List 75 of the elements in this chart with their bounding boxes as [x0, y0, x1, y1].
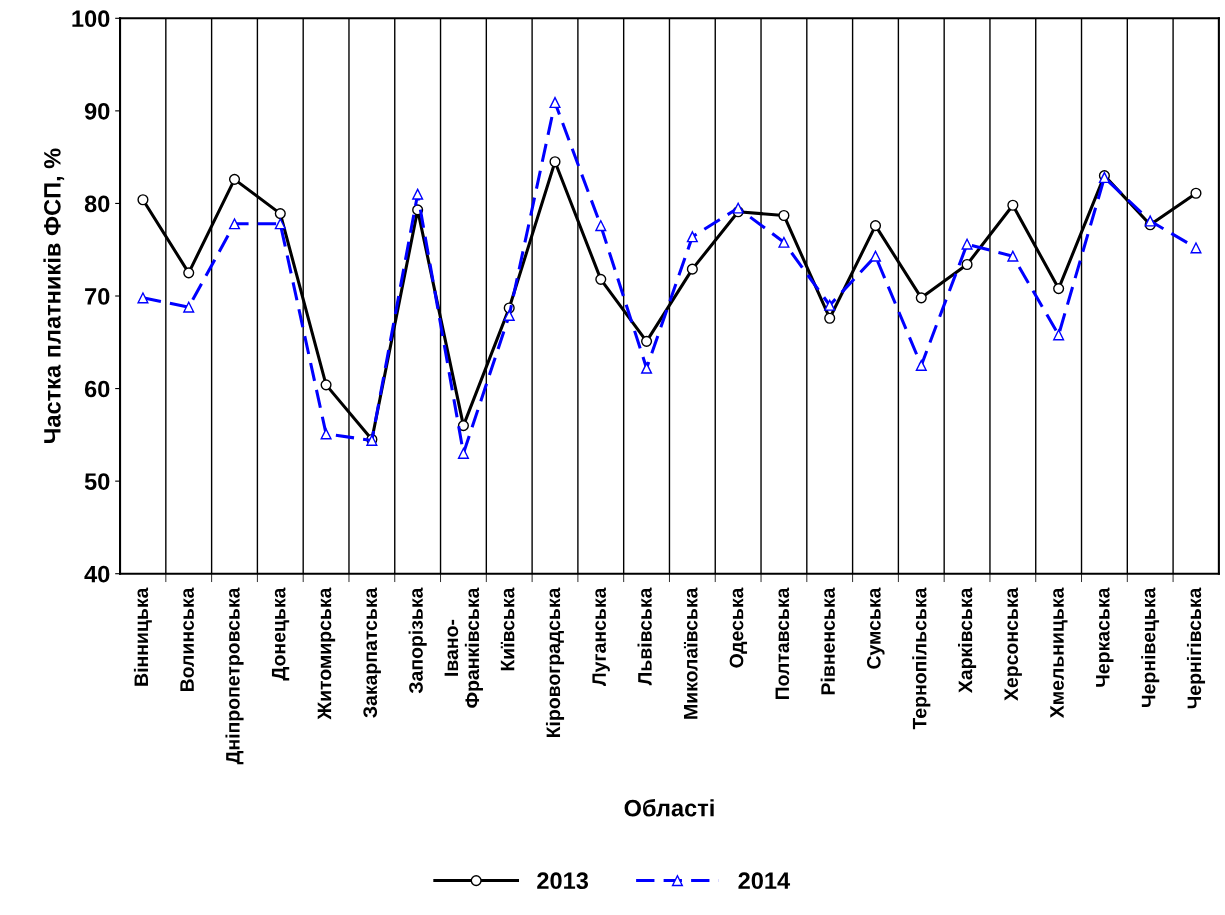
x-tick-label: Миколаївська [683, 587, 698, 719]
point [824, 299, 836, 311]
point [961, 258, 973, 271]
point [595, 273, 607, 285]
point [686, 263, 698, 275]
legend-label: 2014 [738, 872, 791, 890]
point [915, 292, 927, 304]
point [137, 194, 149, 206]
x-tick-label: Київська [500, 587, 515, 671]
point [869, 220, 882, 232]
point [1144, 215, 1156, 227]
point [137, 292, 149, 304]
point [274, 218, 286, 230]
point [1053, 283, 1065, 295]
point [778, 209, 790, 222]
point [549, 156, 561, 168]
point [457, 420, 469, 432]
y-tick-label: 100 [72, 10, 110, 28]
y-tick-label: 90 [84, 102, 110, 120]
point [412, 188, 424, 200]
x-tick-label: Кіровоградська [545, 587, 565, 738]
point [457, 447, 469, 459]
legend-label: 2013 [537, 872, 589, 890]
point [1053, 329, 1065, 341]
point [320, 428, 332, 440]
x-tick-label: Житомирська [317, 587, 336, 720]
point [915, 359, 927, 371]
x-tick-label: Івано- Франківська [444, 587, 483, 708]
point [824, 312, 836, 324]
y-tick-label: 80 [84, 195, 110, 213]
point [1190, 187, 1202, 199]
y-tick-label: 70 [85, 288, 110, 305]
point [274, 208, 286, 220]
point [641, 362, 653, 374]
x-tick-label: Чернігівська [1186, 587, 1206, 709]
y-tick-label: 60 [84, 380, 110, 398]
x-tick-label: Черкаська [1096, 587, 1114, 687]
point [549, 96, 561, 109]
x-tick-label: Дніпропетровська [225, 587, 244, 765]
x-tick-label: Одеська [729, 587, 748, 668]
x-tick-label: Закарпатська [363, 587, 381, 718]
x-tick-label: Луганська [592, 587, 610, 686]
y-axis-title: Частка платників ФСП, % [43, 148, 65, 443]
point [686, 231, 698, 243]
point [1007, 199, 1019, 211]
x-tick-label: Львівська [637, 587, 652, 686]
x-tick-label: Волинська [180, 587, 194, 692]
point [778, 236, 790, 248]
y-tick-label: 40 [84, 565, 110, 583]
point [1007, 250, 1019, 262]
x-tick-label: Хмельницька [1050, 587, 1068, 719]
point [641, 335, 653, 347]
point [732, 202, 744, 214]
x-tick-label: Запорізька [408, 587, 427, 694]
point [228, 218, 241, 230]
x-tick-label: Чернівецька [1141, 587, 1160, 707]
x-tick-label: Донецька [271, 587, 290, 681]
point [1190, 242, 1202, 254]
point [961, 238, 973, 250]
x-tick-label: Сумська [866, 587, 885, 669]
x-axis-title: Області [624, 798, 714, 817]
x-tick-label: Рівненська [820, 587, 835, 695]
point [228, 173, 241, 185]
x-tick-label: Тернопільська [912, 587, 931, 730]
point [869, 250, 882, 262]
x-tick-label: Вінницька [133, 587, 152, 686]
x-tick-label: Полтавська [775, 587, 790, 700]
point [503, 309, 515, 321]
y-tick-label: 50 [84, 473, 110, 490]
x-tick-label: Харківська [958, 587, 977, 693]
point [183, 301, 195, 313]
point [320, 379, 332, 391]
point [595, 220, 607, 232]
x-tick-label: Херсонська [1004, 587, 1022, 701]
point [183, 267, 195, 279]
